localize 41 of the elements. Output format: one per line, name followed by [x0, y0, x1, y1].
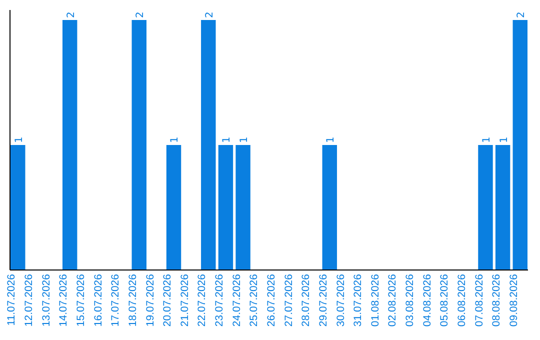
data-label: 2 — [516, 12, 528, 18]
x-tick-label: 06.08.2026 — [456, 274, 468, 327]
x-tick-label: 23.07.2026 — [214, 274, 226, 327]
data-label: 1 — [498, 136, 510, 143]
x-tick-label: 27.07.2026 — [282, 274, 295, 327]
x-tick-label: 14.07.2026 — [58, 274, 70, 327]
x-tick-label: 19.07.2026 — [144, 274, 156, 327]
x-tick-label: 17.07.2026 — [110, 274, 122, 327]
x-tick-label: 08.08.2026 — [490, 274, 503, 327]
x-tick-label: 21.07.2026 — [178, 274, 191, 327]
x-tick-label: 16.07.2026 — [92, 274, 104, 327]
x-tick-label: 15.07.2026 — [75, 274, 88, 327]
x-tick-label: 04.08.2026 — [421, 274, 434, 327]
x-tick-label: 29.07.2026 — [317, 274, 330, 327]
x-tick-label: 09.08.2026 — [508, 274, 520, 327]
data-label: 1 — [222, 136, 233, 143]
x-tick-label: 22.07.2026 — [196, 274, 208, 327]
x-tick-label: 07.08.2026 — [473, 274, 486, 327]
x-tick-label: 28.07.2026 — [300, 274, 312, 327]
data-label: 2 — [204, 12, 216, 18]
x-tick-label: 12.07.2026 — [23, 274, 36, 327]
x-tick-label: 30.07.2026 — [334, 274, 347, 327]
x-tick-label: 03.08.2026 — [404, 274, 416, 327]
x-tick-label: 01.08.2026 — [369, 274, 382, 327]
data-label: 1 — [326, 136, 337, 143]
x-tick-label: 20.07.2026 — [162, 274, 174, 327]
x-tick-label: 24.07.2026 — [230, 274, 243, 327]
x-tick-label: 18.07.2026 — [126, 274, 139, 327]
data-label: 1 — [481, 136, 492, 143]
data-label: 2 — [135, 12, 146, 18]
x-tick-label: 31.07.2026 — [352, 274, 364, 327]
data-label: 1 — [170, 136, 181, 143]
x-tick-label: 02.08.2026 — [386, 274, 399, 327]
x-tick-label: 05.08.2026 — [438, 274, 451, 327]
x-tick-label: 11.07.2026 — [6, 274, 18, 326]
x-tick-label: 25.07.2026 — [248, 274, 260, 327]
data-label: 1 — [14, 136, 25, 143]
x-tick-label: 13.07.2026 — [40, 274, 52, 327]
data-label: 2 — [66, 12, 77, 18]
x-tick-label: 26.07.2026 — [266, 274, 278, 327]
data-label: 1 — [239, 136, 250, 143]
